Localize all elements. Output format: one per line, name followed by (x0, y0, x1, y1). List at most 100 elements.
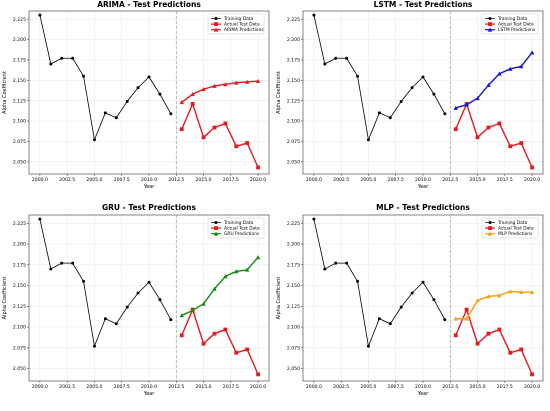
data-point (114, 116, 118, 120)
chart-panel-4: 2000.0 2002.5 2005.0 2007.5 2010.0 2012.5 2015… (276, 203, 544, 397)
data-point (443, 112, 447, 116)
data-point (179, 313, 184, 318)
series-training-data (38, 13, 173, 142)
data-point (223, 82, 228, 87)
y-tick-label: 2.225 (287, 17, 300, 23)
chart-panel-3: 2000.0 2002.5 2005.0 2007.5 2010.0 2012.5 2015… (2, 203, 270, 397)
y-tick-label: 2.200 (287, 242, 300, 248)
y-tick-label: 2.075 (287, 139, 300, 145)
data-point (377, 317, 381, 321)
x-tick-label: 2020.0 (524, 384, 540, 390)
legend-marker (213, 27, 219, 32)
data-point (519, 141, 524, 145)
x-tick-label: 2005.0 (360, 177, 376, 183)
legend-item: Actual Test Data (211, 22, 260, 28)
legend-marker (488, 22, 492, 26)
data-point (234, 350, 239, 355)
x-tick-label: 2010.0 (415, 177, 431, 183)
data-point (114, 322, 118, 326)
data-point (103, 317, 107, 321)
data-point (312, 217, 316, 221)
legend-marker (214, 22, 218, 26)
data-point (158, 92, 162, 96)
data-point (356, 74, 360, 78)
data-point (399, 99, 403, 103)
y-axis-label: Alpha Coefficient (276, 71, 282, 114)
legend-marker (214, 226, 218, 230)
chart-title: MLP - Test Predictions (376, 203, 470, 212)
legend-label: LSTM Predictions (498, 27, 536, 33)
grid (303, 11, 543, 174)
series-line (181, 308, 259, 375)
x-tick-label: 2015.0 (470, 384, 486, 390)
legend-item: ARIMA Predictions (211, 27, 264, 33)
legend-label: ARIMA Predictions (224, 27, 264, 33)
x-tick-label: 2007.5 (114, 177, 130, 183)
series-line (455, 290, 533, 320)
legend-box (207, 13, 265, 35)
data-point (71, 261, 75, 265)
data-point (201, 135, 206, 140)
x-tick-label: 2002.5 (59, 384, 75, 390)
data-point (453, 333, 458, 338)
data-point (388, 322, 392, 326)
data-point (518, 64, 524, 69)
data-point (190, 91, 195, 96)
data-point (179, 100, 184, 105)
data-point (486, 82, 491, 88)
y-tick-label: 2.150 (13, 283, 26, 289)
x-tick-label: 2007.5 (388, 384, 404, 390)
data-point (223, 327, 228, 332)
data-point (497, 71, 502, 76)
x-axis-label: Year (417, 391, 430, 397)
y-tick-label: 2.175 (13, 262, 26, 268)
legend-item: Training Data (211, 220, 254, 226)
data-point (244, 267, 250, 272)
y-tick-label: 2.125 (287, 304, 300, 310)
data-point (201, 87, 206, 92)
legend-label: Actual Test Data (224, 22, 260, 28)
legend-label: Training Data (223, 220, 254, 226)
series-lstm-predictions (453, 50, 535, 110)
legend-label: Actual Test Data (498, 22, 534, 28)
data-point (49, 267, 53, 271)
x-tick-label: 2020.0 (250, 384, 266, 390)
x-tick-label: 2002.5 (333, 384, 349, 390)
series-training-data (38, 217, 173, 348)
y-tick-label: 2.175 (13, 58, 26, 64)
data-point (169, 112, 173, 116)
data-point (475, 298, 480, 303)
data-point (345, 56, 349, 60)
x-tick-label: 2005.0 (86, 177, 102, 183)
y-tick-label: 2.225 (13, 17, 26, 23)
y-tick-label: 2.150 (287, 78, 300, 84)
data-point (223, 121, 228, 126)
data-point (475, 96, 480, 101)
data-point (234, 144, 239, 149)
data-point (179, 127, 184, 132)
x-tick-label: 2000.0 (32, 177, 48, 183)
y-axis-label: Alpha Coefficient (2, 277, 8, 320)
y-tick-label: 2.075 (13, 345, 26, 351)
y-tick-label: 2.200 (287, 37, 300, 43)
data-point (245, 347, 250, 352)
x-tick-label: 2020.0 (250, 177, 266, 183)
chart-panel-2: 2000.0 2002.5 2005.0 2007.5 2010.0 2012.5 2015… (276, 0, 544, 190)
y-tick-label: 2.100 (13, 119, 26, 125)
data-point (497, 293, 502, 298)
x-tick-label: 2012.5 (442, 177, 458, 183)
data-point (136, 86, 140, 90)
data-point (136, 291, 140, 295)
legend-box (481, 217, 539, 239)
y-tick-label: 2.175 (287, 262, 300, 268)
data-point (334, 56, 338, 60)
data-point (432, 92, 436, 96)
x-tick-label: 2000.0 (306, 177, 322, 183)
data-point (486, 331, 491, 336)
data-point (158, 298, 162, 302)
x-axis-label: Year (143, 184, 156, 190)
x-tick-label: 2000.0 (306, 384, 322, 390)
